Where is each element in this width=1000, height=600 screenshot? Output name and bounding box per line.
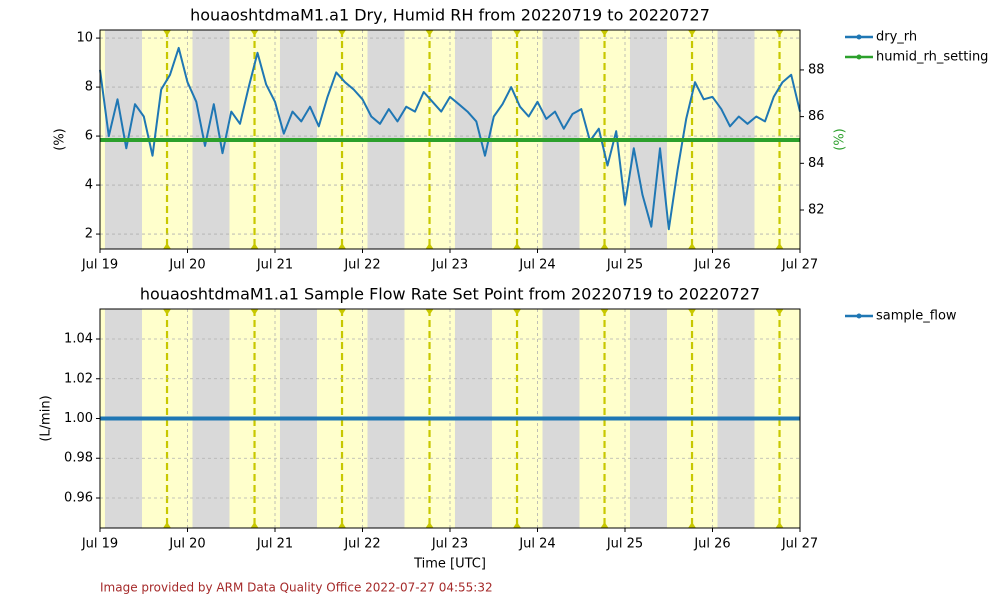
y-tick-label: 10	[76, 31, 93, 46]
data-line	[99, 46, 801, 231]
noon-marker-bottom	[513, 522, 522, 528]
plot-frame	[99, 308, 801, 529]
noon-marker-bottom	[338, 243, 347, 249]
y-tick-label: 4	[85, 178, 93, 193]
y-axis-label: (L/min)	[39, 395, 54, 441]
noon-marker-top	[775, 309, 784, 315]
legend-label: dry_rh	[876, 30, 917, 45]
noon-marker-top	[688, 309, 697, 315]
legend-label: sample_flow	[876, 309, 957, 324]
x-tick-label: Jul 23	[431, 537, 468, 552]
noon-marker-top	[250, 309, 259, 315]
noon-marker-bottom	[425, 522, 434, 528]
noon-marker-top	[775, 30, 784, 36]
y2-tick-label: 82	[808, 203, 825, 218]
y2-tick-label: 84	[808, 156, 825, 171]
noon-marker-top	[250, 30, 259, 36]
y-tick-label: 8	[85, 80, 93, 95]
y2-axis-label: (%)	[833, 128, 848, 151]
y-tick-label: 0.96	[64, 490, 93, 505]
noon-marker-bottom	[600, 522, 609, 528]
x-tick-label: Jul 24	[518, 537, 555, 552]
noon-marker-bottom	[688, 243, 697, 249]
noon-marker-top	[513, 30, 522, 36]
noon-marker-bottom	[425, 243, 434, 249]
x-axis-label: Time [UTC]	[413, 557, 486, 572]
x-tick-label: Jul 25	[606, 258, 643, 273]
legend-label: humid_rh_setting	[876, 50, 988, 65]
noon-marker-top	[163, 30, 172, 36]
legend-marker	[856, 54, 862, 60]
y2-tick-label: 86	[808, 109, 825, 124]
noon-marker-bottom	[163, 243, 172, 249]
noon-marker-bottom	[688, 522, 697, 528]
y-tick-label: 1.02	[64, 371, 93, 386]
y-tick-label: 1.00	[64, 411, 93, 426]
noon-marker-top	[600, 30, 609, 36]
chart-title: houaoshtdmaM1.a1 Sample Flow Rate Set Po…	[140, 285, 760, 304]
legend-marker	[856, 313, 862, 319]
noon-marker-bottom	[775, 522, 784, 528]
x-tick-label: Jul 19	[81, 537, 118, 552]
noon-marker-top	[338, 309, 347, 315]
x-tick-label: Jul 27	[781, 537, 818, 552]
x-tick-label: Jul 27	[781, 258, 818, 273]
noon-marker-bottom	[163, 522, 172, 528]
noon-marker-top	[600, 309, 609, 315]
x-tick-label: Jul 23	[431, 258, 468, 273]
y-tick-label: 6	[85, 129, 93, 144]
y-tick-label: 1.04	[64, 332, 93, 347]
noon-marker-bottom	[513, 243, 522, 249]
x-tick-label: Jul 26	[693, 537, 730, 552]
x-tick-label: Jul 25	[606, 537, 643, 552]
noon-marker-top	[513, 309, 522, 315]
noon-marker-bottom	[250, 522, 259, 528]
x-tick-label: Jul 21	[256, 537, 293, 552]
legend-marker	[856, 34, 862, 40]
x-tick-label: Jul 20	[168, 537, 205, 552]
x-tick-label: Jul 22	[343, 537, 380, 552]
x-tick-label: Jul 26	[693, 258, 730, 273]
noon-marker-bottom	[250, 243, 259, 249]
noon-marker-top	[425, 30, 434, 36]
x-tick-label: Jul 19	[81, 258, 118, 273]
chart-title: houaoshtdmaM1.a1 Dry, Humid RH from 2022…	[190, 6, 710, 25]
noon-marker-bottom	[775, 243, 784, 249]
y-tick-label: 0.98	[64, 451, 93, 466]
noon-marker-top	[688, 30, 697, 36]
x-tick-label: Jul 20	[168, 258, 205, 273]
y2-tick-label: 88	[808, 62, 825, 77]
x-tick-label: Jul 24	[518, 258, 555, 273]
noon-marker-top	[425, 309, 434, 315]
plot-frame	[99, 29, 801, 250]
noon-marker-top	[163, 309, 172, 315]
noon-marker-bottom	[338, 522, 347, 528]
y-axis-label: (%)	[53, 128, 68, 151]
footer: Image provided by ARM Data Quality Offic…	[100, 581, 493, 595]
y-tick-label: 2	[85, 227, 93, 242]
x-tick-label: Jul 21	[256, 258, 293, 273]
x-tick-label: Jul 22	[343, 258, 380, 273]
noon-marker-bottom	[600, 243, 609, 249]
noon-marker-top	[338, 30, 347, 36]
